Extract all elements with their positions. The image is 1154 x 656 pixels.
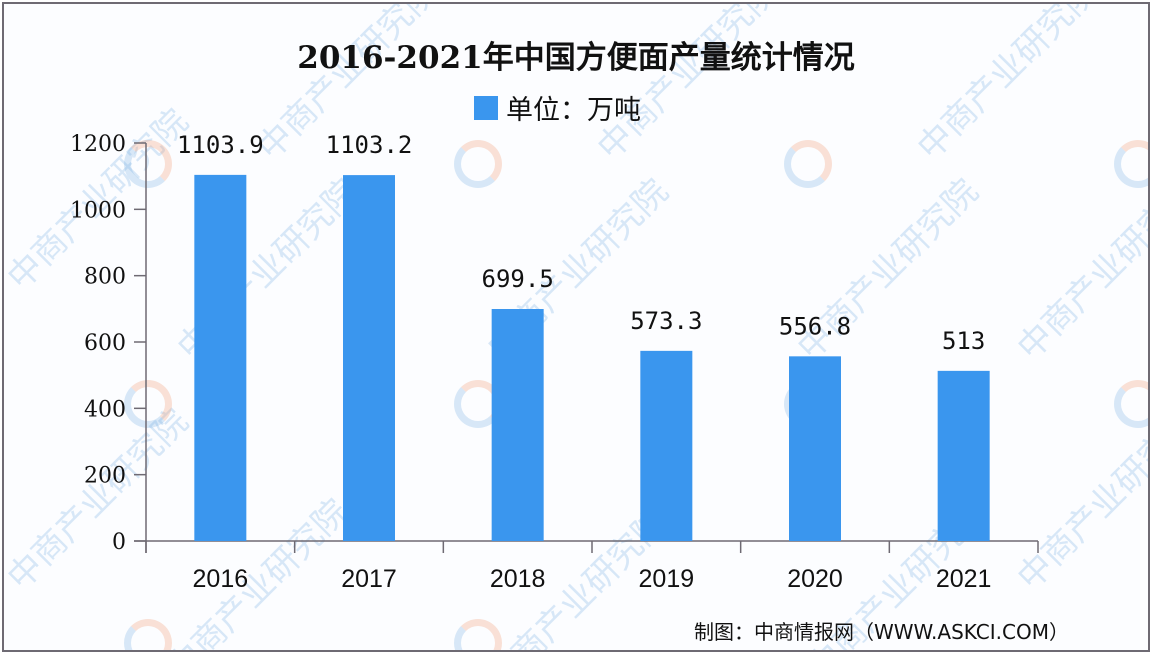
bar-chart: 0 200 400 600 800 1000 1200 1103.9 2016 1103.2 201… bbox=[70, 131, 1039, 593]
category-label-2018: 2018 bbox=[490, 565, 546, 593]
bar-2017 bbox=[343, 175, 395, 541]
bar-2019 bbox=[640, 350, 693, 541]
bar-2016 bbox=[194, 174, 247, 541]
y-tick-label: 1000 bbox=[70, 198, 126, 223]
data-label-2017: 1103.2 bbox=[326, 131, 413, 159]
data-label-2020: 556.8 bbox=[779, 312, 851, 340]
y-tick-label: 1200 bbox=[70, 132, 126, 157]
category-label-2017: 2017 bbox=[341, 565, 397, 593]
category-label-2020: 2020 bbox=[787, 565, 843, 593]
bar-2021 bbox=[937, 370, 990, 541]
bar-2018 bbox=[491, 308, 544, 541]
y-tick-label: 400 bbox=[84, 397, 126, 422]
y-tick-label: 200 bbox=[84, 464, 126, 489]
y-tick-label: 600 bbox=[84, 331, 126, 356]
bar-2020 bbox=[789, 356, 841, 541]
category-label-2016: 2016 bbox=[193, 565, 249, 593]
data-label-2016: 1103.9 bbox=[177, 131, 264, 159]
chart-title: 2016-2021年中国方便面产量统计情况 bbox=[297, 40, 855, 76]
data-label-2021: 513 bbox=[942, 327, 985, 355]
category-label-2019: 2019 bbox=[639, 565, 695, 593]
legend: 单位：万吨 bbox=[474, 88, 641, 127]
y-tick-label: 800 bbox=[84, 265, 126, 290]
legend-swatch bbox=[474, 95, 498, 120]
legend-label: 单位：万吨 bbox=[506, 95, 641, 126]
category-label-2021: 2021 bbox=[936, 565, 992, 593]
y-tick-label: 0 bbox=[112, 530, 126, 555]
data-label-2018: 699.5 bbox=[482, 265, 554, 293]
source-credit: 制图：中商情报网（WWW.ASKCI.COM） bbox=[694, 620, 1069, 644]
data-label-2019: 573.3 bbox=[630, 307, 702, 335]
